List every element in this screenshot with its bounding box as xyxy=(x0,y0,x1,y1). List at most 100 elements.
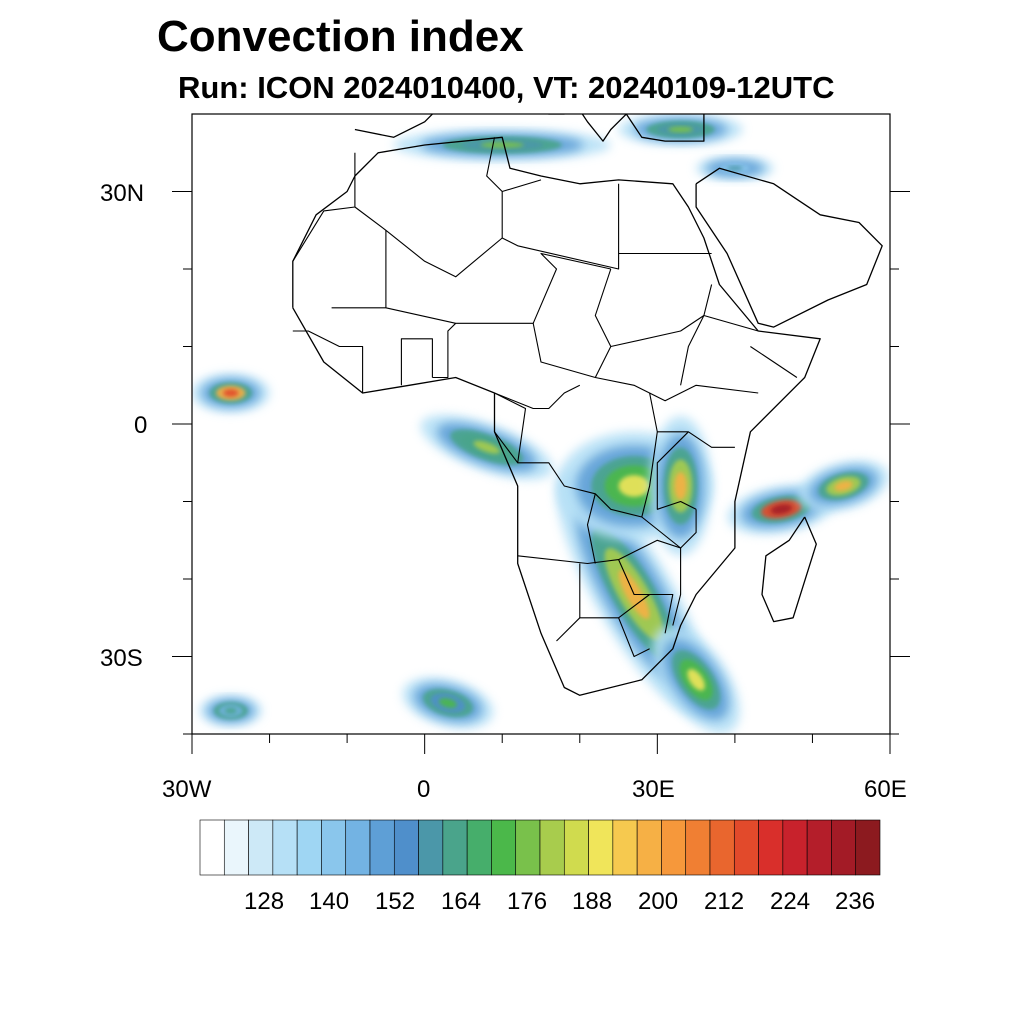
colorbar-swatch xyxy=(733,819,759,876)
field-contour xyxy=(223,389,239,397)
field-contour xyxy=(438,697,458,709)
field-contour xyxy=(668,126,694,133)
colorbar-swatch xyxy=(248,819,274,876)
field-atlantic-cluster xyxy=(192,373,270,413)
country-border xyxy=(292,152,356,262)
colorbar-label-212: 212 xyxy=(704,888,745,915)
colorbar-swatch xyxy=(806,819,832,876)
field-east-africa-cells xyxy=(649,416,712,556)
country-border xyxy=(400,338,433,386)
coastline-layer xyxy=(292,114,883,696)
map-frame xyxy=(191,113,891,735)
colorbar-swatch xyxy=(345,819,371,876)
colorbar-swatch xyxy=(272,819,298,876)
field-southwest-atlantic-cluster xyxy=(199,695,262,727)
coastline-balkans xyxy=(581,114,628,142)
colorbar-swatch xyxy=(539,819,565,876)
colorbar-swatch xyxy=(393,819,419,876)
country-border xyxy=(750,346,798,378)
colorbar-label-152: 152 xyxy=(375,888,416,915)
colorbar-swatch xyxy=(515,819,541,876)
y-tick-label-30s: 30S xyxy=(100,645,143,672)
colorbar-label-224: 224 xyxy=(770,888,811,915)
convection-field-layer xyxy=(192,114,889,734)
colorbar-label-128: 128 xyxy=(244,888,285,915)
colorbar-swatch xyxy=(782,819,808,876)
country-border xyxy=(618,559,650,596)
country-border xyxy=(618,617,650,658)
country-border xyxy=(494,392,527,464)
coastline-africa xyxy=(292,136,821,696)
country-border xyxy=(680,315,705,386)
country-border xyxy=(680,509,697,549)
colorbar-swatch xyxy=(758,819,784,876)
x-tick-label-30e: 30E xyxy=(632,776,675,803)
colorbar-swatch xyxy=(563,819,589,876)
field-contour xyxy=(770,504,793,515)
country-border xyxy=(579,563,674,634)
colorbar-swatch xyxy=(296,819,322,876)
colorbar-swatch xyxy=(223,819,249,876)
field-contour xyxy=(473,440,500,454)
colorbar-swatch xyxy=(369,819,395,876)
country-border xyxy=(556,617,581,642)
field-indian-ocean-band xyxy=(798,460,889,512)
field-contour xyxy=(224,707,237,714)
x-tick-label-30w: 30W xyxy=(162,776,212,803)
field-contour xyxy=(618,475,650,497)
colorbar-swatch xyxy=(612,819,638,876)
colorbar-swatch xyxy=(321,819,347,876)
colorbar-swatch xyxy=(831,819,857,876)
country-border xyxy=(432,322,457,379)
country-border xyxy=(656,431,697,510)
country-border xyxy=(703,314,759,332)
colorbar-label-140: 140 xyxy=(309,888,350,915)
country-border xyxy=(610,284,713,348)
country-border xyxy=(532,252,611,324)
country-border xyxy=(354,137,503,278)
coastline-europe xyxy=(354,114,565,138)
field-gulf-of-guinea-band xyxy=(420,414,553,480)
colorbar-swatch xyxy=(491,819,517,876)
y-tick-label-30n: 30N xyxy=(100,180,145,207)
coastline-arabia xyxy=(695,167,883,328)
country-border xyxy=(517,392,658,518)
x-tick-label-60e: 60E xyxy=(864,776,907,803)
colorbar-label-236: 236 xyxy=(835,888,876,915)
colorbar-label-188: 188 xyxy=(572,888,613,915)
y-tick-label-0: 0 xyxy=(134,412,148,439)
colorbar-swatch xyxy=(442,819,468,876)
country-border-layer xyxy=(292,137,798,658)
country-border xyxy=(657,431,735,448)
country-border xyxy=(502,179,542,193)
colorbar-swatch xyxy=(855,819,881,876)
colorbar-swatch xyxy=(685,819,711,876)
country-border xyxy=(292,330,364,393)
coastline-madagascar xyxy=(761,516,817,623)
country-border xyxy=(641,516,682,626)
colorbar-label-176: 176 xyxy=(507,888,548,915)
field-contour xyxy=(687,668,705,691)
colorbar-swatch xyxy=(636,819,662,876)
country-border xyxy=(331,307,759,402)
x-tick-label-0: 0 xyxy=(417,776,431,803)
chart-subtitle: Run: ICON 2024010400, VT: 20240109-12UTC xyxy=(178,70,835,105)
field-south-atlantic-cluster xyxy=(402,677,494,729)
field-contour xyxy=(834,480,853,492)
colorbar-swatch xyxy=(466,819,492,876)
colorbar-swatch xyxy=(418,819,444,876)
colorbar-swatch xyxy=(709,819,735,876)
field-contour xyxy=(480,141,524,149)
country-border xyxy=(501,183,620,270)
country-border xyxy=(586,493,596,564)
coastline-anatolia xyxy=(625,114,705,142)
axis-ticks xyxy=(172,191,910,754)
colorbar-swatch xyxy=(661,819,687,876)
chart-title: Convection index xyxy=(157,12,524,61)
country-border xyxy=(594,268,612,378)
field-contour xyxy=(727,165,743,171)
colorbar-swatch xyxy=(588,819,614,876)
field-southeast-band-tail xyxy=(652,625,740,734)
colorbar-label-200: 200 xyxy=(638,888,679,915)
